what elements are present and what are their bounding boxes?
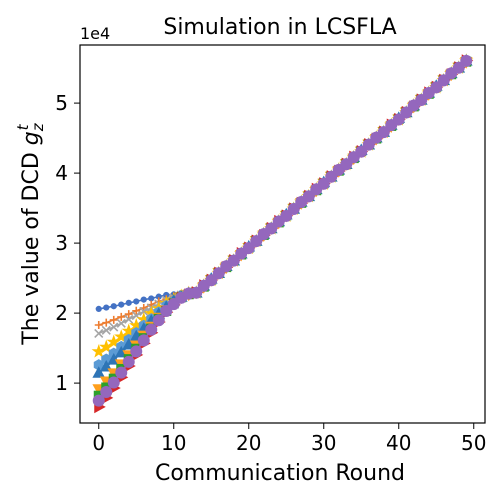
y-tick-label: 5 <box>55 91 68 115</box>
x-axis-ticks: 0 10 20 30 40 50 <box>92 423 486 455</box>
data-point <box>109 315 118 324</box>
data-point <box>377 126 390 139</box>
data-point <box>227 254 240 267</box>
data-point <box>95 305 102 312</box>
data-point <box>287 202 300 215</box>
data-point <box>92 394 105 407</box>
data-point <box>107 376 120 389</box>
data-point <box>242 242 255 255</box>
data-point <box>94 328 104 338</box>
data-point <box>460 54 473 67</box>
data-point <box>100 385 113 398</box>
data-point <box>302 190 315 203</box>
data-point <box>392 113 405 126</box>
data-point <box>125 299 132 306</box>
x-tick-label: 30 <box>311 431 336 455</box>
data-point <box>145 323 158 336</box>
data-point <box>140 296 147 303</box>
series-0 <box>95 57 470 312</box>
y-tick-label: 2 <box>55 301 68 325</box>
axes-frame <box>79 44 486 424</box>
data-point <box>280 209 293 222</box>
x-tick-label: 20 <box>236 431 261 455</box>
y-tick-label: 1 <box>55 371 68 395</box>
data-point <box>190 286 203 299</box>
data-point <box>205 274 218 287</box>
data-point <box>117 312 126 321</box>
data-point <box>437 74 450 87</box>
series-line <box>98 59 467 310</box>
data-point <box>212 267 225 280</box>
data-point <box>130 345 143 358</box>
data-point <box>94 321 103 329</box>
data-point <box>317 177 330 190</box>
plot-area <box>91 53 474 414</box>
data-point <box>92 366 106 378</box>
data-point <box>137 334 150 347</box>
data-point <box>430 81 443 94</box>
data-point <box>122 355 135 368</box>
chart-title: Simulation in LCSFLA <box>163 15 396 40</box>
data-point <box>139 306 149 316</box>
y-axis-label-sub: z <box>29 122 47 132</box>
x-tick-label: 40 <box>386 431 411 455</box>
data-point <box>452 61 465 74</box>
series-1 <box>94 57 471 329</box>
data-point <box>102 318 111 327</box>
data-point <box>101 325 111 335</box>
data-point <box>160 305 173 318</box>
data-point <box>133 298 140 305</box>
data-point <box>415 93 428 106</box>
y-axis-label-symbol: g <box>19 131 44 145</box>
data-point <box>132 306 141 315</box>
y-tick-label: 3 <box>55 231 68 255</box>
data-point <box>124 314 134 324</box>
data-point <box>109 322 119 332</box>
y-axis-ticks: 1 2 3 4 5 <box>55 91 80 395</box>
y-axis-label-sup: t <box>14 123 32 130</box>
data-point <box>325 170 338 183</box>
x-tick-label: 0 <box>92 431 105 455</box>
data-point <box>118 301 125 308</box>
data-point <box>116 318 126 328</box>
y-offset-text: 1e4 <box>80 24 110 43</box>
x-tick-label: 10 <box>161 431 186 455</box>
x-tick-label: 50 <box>461 431 486 455</box>
data-point <box>340 158 353 171</box>
y-axis-label: The value of DCD gzt <box>14 122 47 345</box>
x-axis-label: Communication Round <box>155 461 405 486</box>
data-point <box>362 138 375 151</box>
data-point <box>148 295 155 302</box>
data-point <box>110 303 117 310</box>
data-point <box>124 310 133 319</box>
data-point <box>265 222 278 235</box>
data-point <box>355 145 368 158</box>
data-point <box>103 304 110 311</box>
series-9 <box>92 54 473 407</box>
data-point <box>250 235 263 248</box>
y-axis-label-text: The value of DCD <box>19 145 44 345</box>
data-point <box>400 106 413 119</box>
data-point <box>115 366 128 379</box>
y-tick-label: 4 <box>55 161 68 185</box>
data-point <box>152 314 165 327</box>
